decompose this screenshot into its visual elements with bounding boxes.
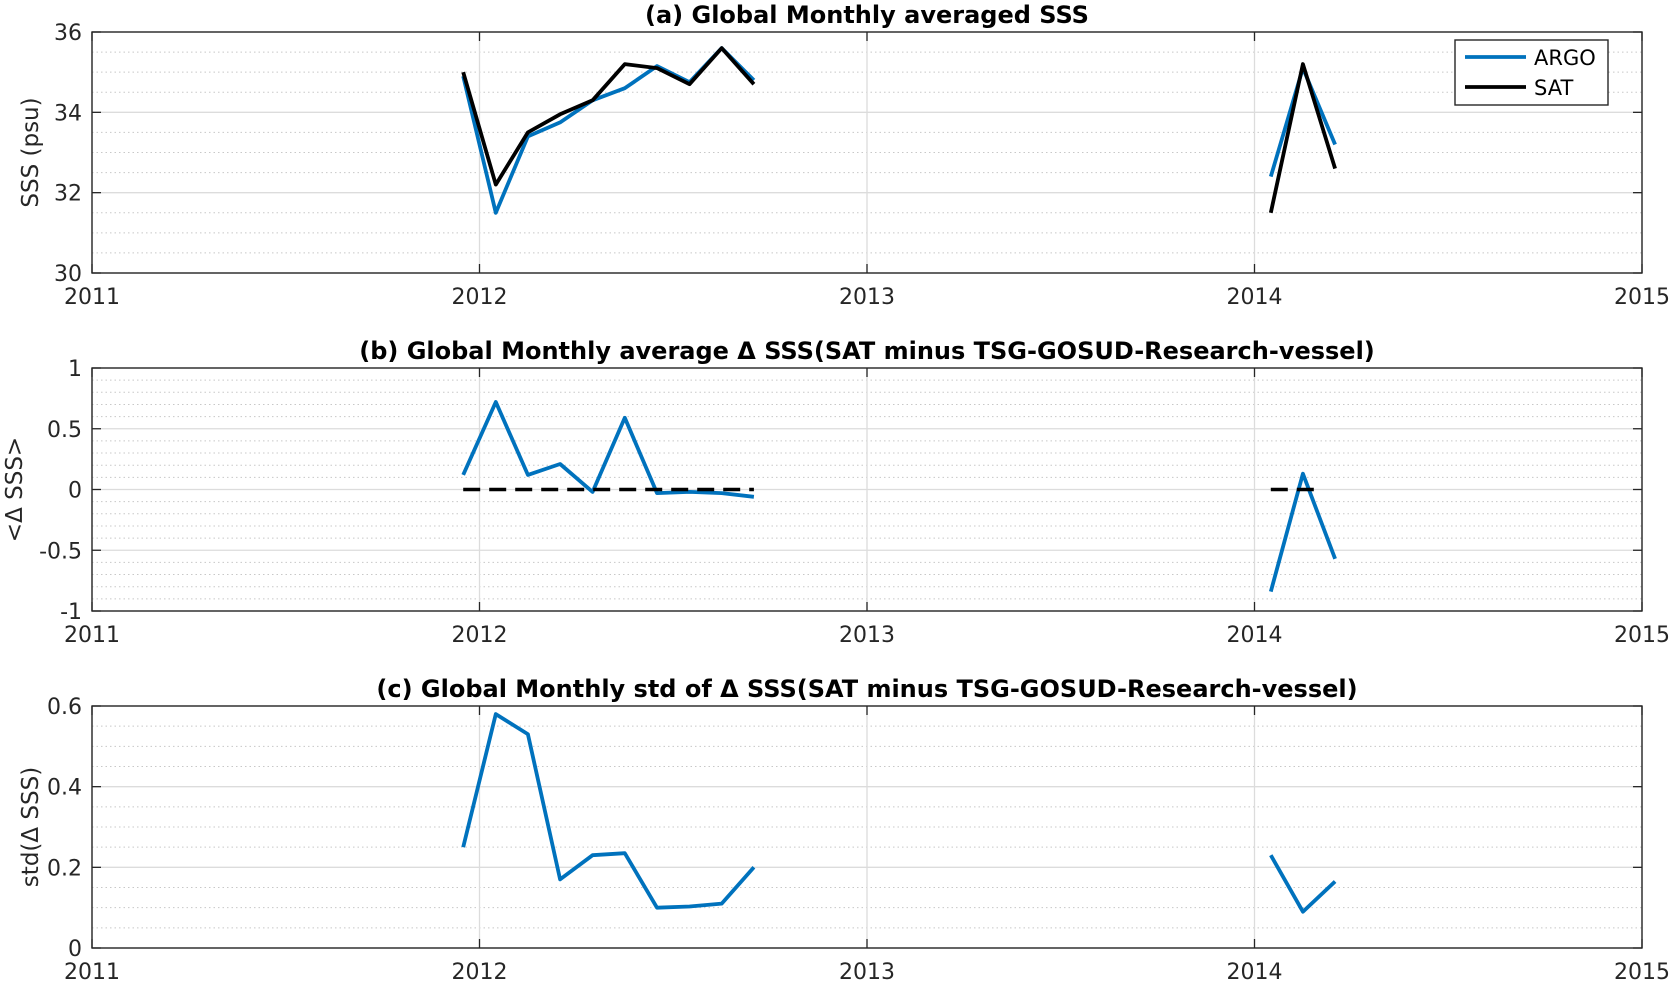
y-tick-label: 0.2 — [47, 856, 82, 881]
series-line — [1269, 854, 1337, 914]
ticks — [91, 705, 1643, 949]
y-tick-label: 0 — [68, 479, 82, 504]
x-tick-label: 2015 — [1614, 623, 1670, 648]
series-line — [1268, 471, 1337, 593]
series-line — [461, 46, 756, 215]
series-delta-sss — [461, 712, 1337, 914]
series-line — [1268, 62, 1337, 214]
ticks — [91, 31, 1643, 274]
series-line — [461, 400, 755, 499]
legend-box — [1454, 39, 1609, 106]
x-tick-label: 2014 — [1227, 285, 1283, 310]
major-grid — [91, 31, 1643, 274]
y-tick-label: 1 — [68, 357, 82, 382]
legend: ARGO SAT — [1454, 39, 1609, 106]
series-sat — [461, 46, 1337, 214]
y-tick-label: -0.5 — [39, 539, 82, 564]
y-axis-label: std(Δ SSS) — [18, 767, 44, 887]
ticks — [91, 367, 1643, 612]
panel-a: 30 32 34 36 2011 2012 2013 2014 2015 (a) Global M… — [18, 1, 1670, 310]
panel-b: -1 -0.5 0 0.5 1 2011 2012 2013 2014 2015 (b) Globa… — [2, 337, 1670, 648]
major-grid — [91, 705, 1643, 949]
x-tick-label: 2013 — [839, 285, 895, 310]
panel-title: (b) Global Monthly average Δ SSS(SAT min… — [359, 337, 1375, 365]
series-argo — [461, 46, 1337, 215]
x-tick-label: 2011 — [64, 285, 120, 310]
y-tick-label: 0.4 — [47, 776, 82, 801]
series-delta-sss — [461, 400, 1337, 593]
y-tick-label: 0.5 — [47, 418, 82, 443]
legend-label: SAT — [1534, 76, 1573, 100]
x-tick-label: 2014 — [1227, 623, 1283, 648]
x-tick-label: 2012 — [452, 623, 508, 648]
x-tick-label: 2014 — [1227, 960, 1283, 982]
y-tick-label: 34 — [54, 101, 82, 126]
series-line — [461, 712, 756, 910]
x-tick-label: 2013 — [839, 623, 895, 648]
x-tick-label: 2011 — [64, 623, 120, 648]
legend-label: ARGO — [1534, 46, 1596, 70]
x-tick-label: 2011 — [64, 960, 120, 982]
y-tick-label: -1 — [60, 600, 82, 625]
y-axis-label: SSS (psu) — [18, 97, 44, 207]
x-tick-label: 2015 — [1614, 960, 1670, 982]
y-tick-label: 30 — [54, 262, 82, 287]
major-grid — [91, 367, 1643, 612]
x-tick-label: 2012 — [452, 960, 508, 982]
y-tick-label: 36 — [54, 21, 82, 46]
series-line — [461, 46, 756, 187]
panel-title: (c) Global Monthly std of Δ SSS(SAT minu… — [376, 675, 1357, 703]
y-tick-label: 32 — [54, 182, 82, 207]
x-tick-label: 2013 — [839, 960, 895, 982]
panel-title: (a) Global Monthly averaged SSS — [645, 1, 1089, 29]
y-tick-label: 0 — [68, 937, 82, 962]
x-tick-label: 2012 — [452, 285, 508, 310]
x-tick-label: 2015 — [1614, 285, 1670, 310]
y-axis-label: <Δ SSS> — [2, 437, 28, 542]
panel-c: 0 0.2 0.4 0.6 2011 2012 2013 2014 2015 (c) Global… — [18, 675, 1670, 982]
y-tick-label: 0.6 — [47, 695, 82, 720]
